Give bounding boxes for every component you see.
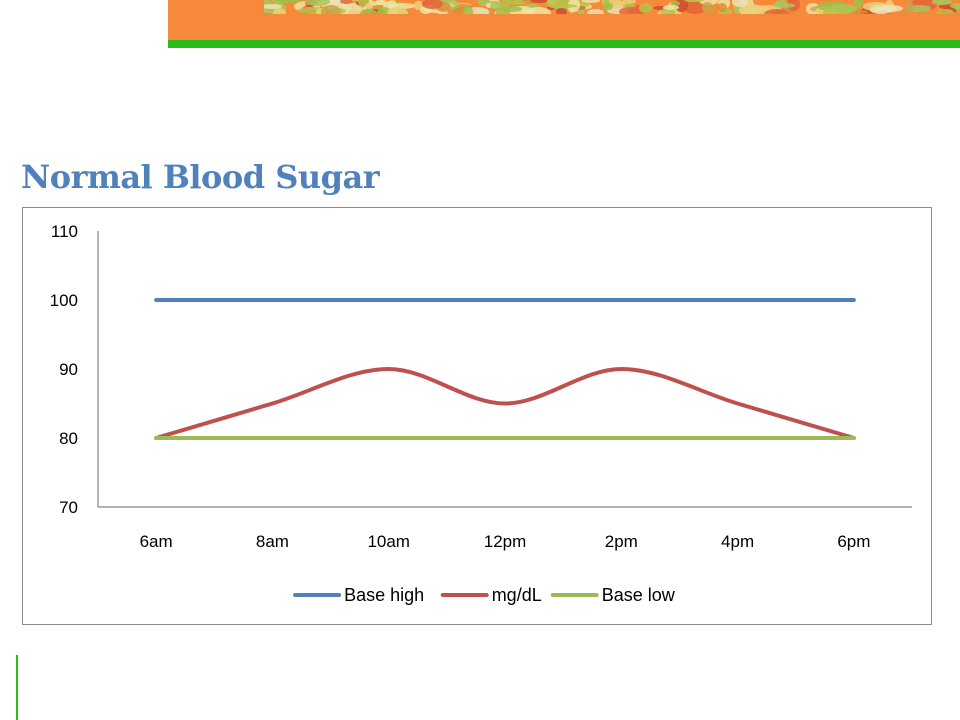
x-tick-label: 12pm <box>484 532 527 551</box>
x-tick-label: 8am <box>256 532 289 551</box>
x-tick-label: 10am <box>367 532 410 551</box>
legend-label-mg-dl: mg/dL <box>492 585 542 605</box>
banner-texture-image <box>264 0 960 14</box>
slide-title: Normal Blood Sugar <box>21 158 380 196</box>
legend-label-base-low: Base low <box>602 585 676 605</box>
x-tick-label: 6pm <box>837 532 870 551</box>
y-tick-label: 100 <box>50 291 78 310</box>
x-tick-label: 6am <box>140 532 173 551</box>
y-tick-label: 110 <box>51 222 78 241</box>
x-tick-label: 4pm <box>721 532 754 551</box>
y-tick-label: 80 <box>59 429 78 448</box>
series-line-mg-dl <box>154 367 856 440</box>
y-tick-label: 70 <box>59 498 78 517</box>
x-tick-label: 2pm <box>605 532 638 551</box>
banner-green-stripe <box>168 40 960 48</box>
legend-label-base-high: Base high <box>344 585 424 605</box>
y-tick-label: 90 <box>59 360 78 379</box>
chart-frame: 70 80 90 100 110 6am 8am 10am 12pm 2pm 4pm 6pm Base … <box>22 207 932 625</box>
line-chart: 70 80 90 100 110 6am 8am 10am 12pm 2pm 4pm 6pm Base … <box>50 222 912 605</box>
left-green-rule <box>16 655 18 720</box>
